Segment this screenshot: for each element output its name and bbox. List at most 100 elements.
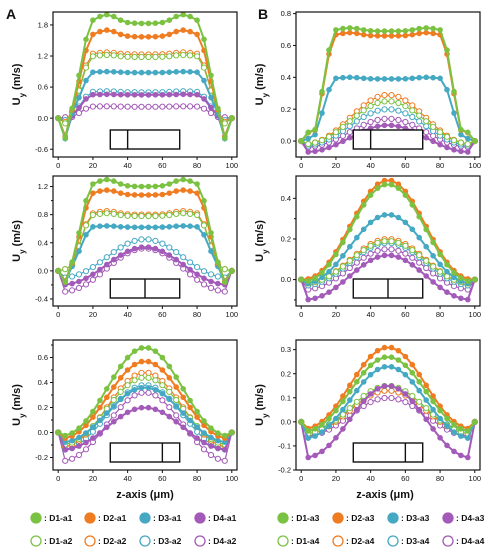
chart-a2: 0 20 40 60 80 100 -0.4 0.0 0.4 0.8 1.2 Uy (m/s) <box>11 175 238 319</box>
data-point <box>312 452 318 459</box>
data-point <box>194 91 200 98</box>
data-point <box>180 103 187 110</box>
data-point <box>159 248 166 255</box>
data-point <box>152 392 159 399</box>
y-tick-label: -0.1 <box>278 442 291 451</box>
data-point <box>458 433 464 439</box>
data-point <box>200 105 208 112</box>
data-point <box>82 222 90 229</box>
legend-label: : D2-a1 <box>98 513 127 523</box>
data-point <box>159 240 166 247</box>
data-point <box>82 446 90 453</box>
data-point <box>333 251 339 258</box>
data-point <box>458 426 464 432</box>
data-point <box>312 433 318 439</box>
y-tick-label: 0.8 <box>38 210 48 219</box>
data-point <box>89 264 97 271</box>
legend-label: : D3-a3 <box>401 513 430 523</box>
data-point <box>166 375 173 381</box>
data-point <box>159 53 166 60</box>
y-axis-label: Uy (m/s) <box>254 384 270 426</box>
data-point <box>326 442 332 449</box>
data-point <box>124 248 131 255</box>
data-point <box>388 246 395 253</box>
data-point <box>298 138 305 144</box>
data-point <box>409 247 416 254</box>
chart-b2: 0 20 40 60 80 100 0.0 0.2 0.4 Uy (m/s) <box>254 175 481 319</box>
data-point <box>423 25 430 31</box>
legend-label: : D1-a4 <box>291 536 320 546</box>
y-tick-label: -0.6 <box>35 145 48 154</box>
data-point <box>131 387 138 393</box>
data-point <box>367 353 374 360</box>
data-point <box>159 354 166 361</box>
data-point <box>215 280 221 287</box>
data-point <box>187 223 193 229</box>
data-point <box>360 379 367 385</box>
data-point <box>62 266 69 273</box>
data-point <box>360 113 367 121</box>
legend-item: : D1-a1 <box>30 512 73 524</box>
data-point <box>444 144 450 151</box>
data-point <box>207 451 215 459</box>
data-point <box>131 103 138 110</box>
data-point <box>173 13 179 20</box>
data-point <box>409 226 416 233</box>
legend-item: : D3-a4 <box>387 535 430 547</box>
legend-marker <box>30 535 42 547</box>
data-point <box>89 103 97 110</box>
data-point <box>159 367 166 373</box>
data-point <box>131 69 138 76</box>
plot-frame <box>52 175 238 307</box>
data-point <box>83 275 89 282</box>
data-point <box>201 96 207 102</box>
y-tick-label: 0.6 <box>38 353 48 362</box>
data-point <box>221 288 228 295</box>
legend-label: : D1-a3 <box>291 513 320 523</box>
data-point <box>347 382 353 389</box>
data-point <box>367 97 374 104</box>
series-d1-a1 <box>55 345 235 439</box>
data-point <box>312 148 318 155</box>
data-point <box>298 419 305 425</box>
series-d1-a2 <box>55 210 235 274</box>
data-point <box>145 20 152 27</box>
data-point <box>215 437 221 444</box>
y-tick-label: 0.4 <box>281 73 291 82</box>
data-point <box>173 178 179 184</box>
data-point <box>145 404 152 411</box>
data-point <box>374 76 381 82</box>
legend-marker <box>30 512 42 524</box>
y-axis-label: Uy (m/s) <box>11 220 27 262</box>
x-tick-label: 20 <box>89 161 97 170</box>
data-point <box>312 426 318 432</box>
legend-item: : D1-a4 <box>277 535 320 547</box>
data-point <box>374 254 381 260</box>
data-point <box>103 254 110 261</box>
data-point <box>173 52 180 59</box>
data-point <box>367 242 374 249</box>
data-point <box>423 273 430 279</box>
data-point <box>124 92 131 98</box>
data-point <box>333 407 339 414</box>
data-point <box>451 448 457 455</box>
data-point <box>332 268 339 275</box>
data-point <box>103 51 110 59</box>
data-point <box>409 361 416 368</box>
data-point <box>110 210 117 217</box>
data-point <box>194 17 200 24</box>
data-point <box>208 278 214 285</box>
data-point <box>124 224 131 230</box>
legend-item: : D4-a2 <box>194 535 237 547</box>
data-point <box>97 223 103 229</box>
data-point <box>62 288 69 295</box>
data-point <box>395 239 402 246</box>
data-point <box>69 273 76 280</box>
data-point <box>423 134 430 141</box>
data-point <box>409 113 416 121</box>
data-point <box>340 398 346 405</box>
x-tick-label: 100 <box>226 474 239 483</box>
legend-marker <box>277 535 289 547</box>
data-point <box>124 397 131 404</box>
data-point <box>367 32 374 39</box>
